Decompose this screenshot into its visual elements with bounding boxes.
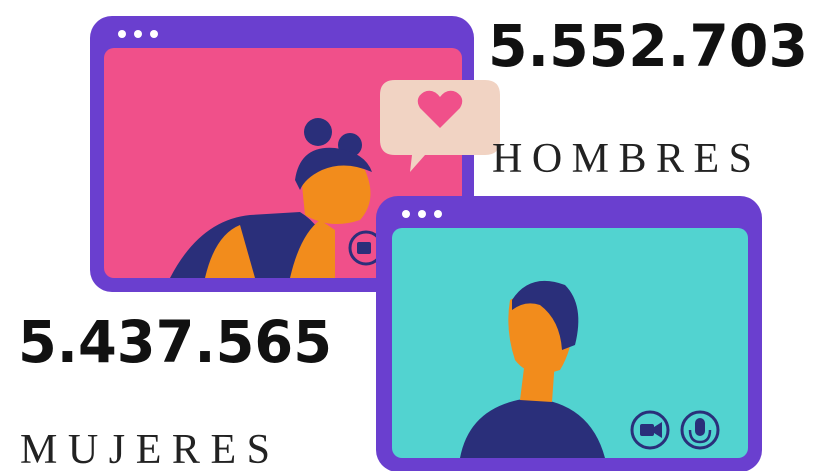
page: 5.552.703 HOMBRES 5.437.565 MUJERES (() … <box>0 0 824 471</box>
stat-value: 5.552.703 <box>488 12 808 80</box>
stat-label: MUJERES <box>20 427 270 471</box>
infographic: 5.552.703 HOMBRES 5.437.565 MUJERES <box>0 0 824 471</box>
stat-label: HOMBRES <box>492 136 752 182</box>
video-window-2 <box>376 196 762 471</box>
stat-value: 5.437.565 <box>18 308 332 376</box>
